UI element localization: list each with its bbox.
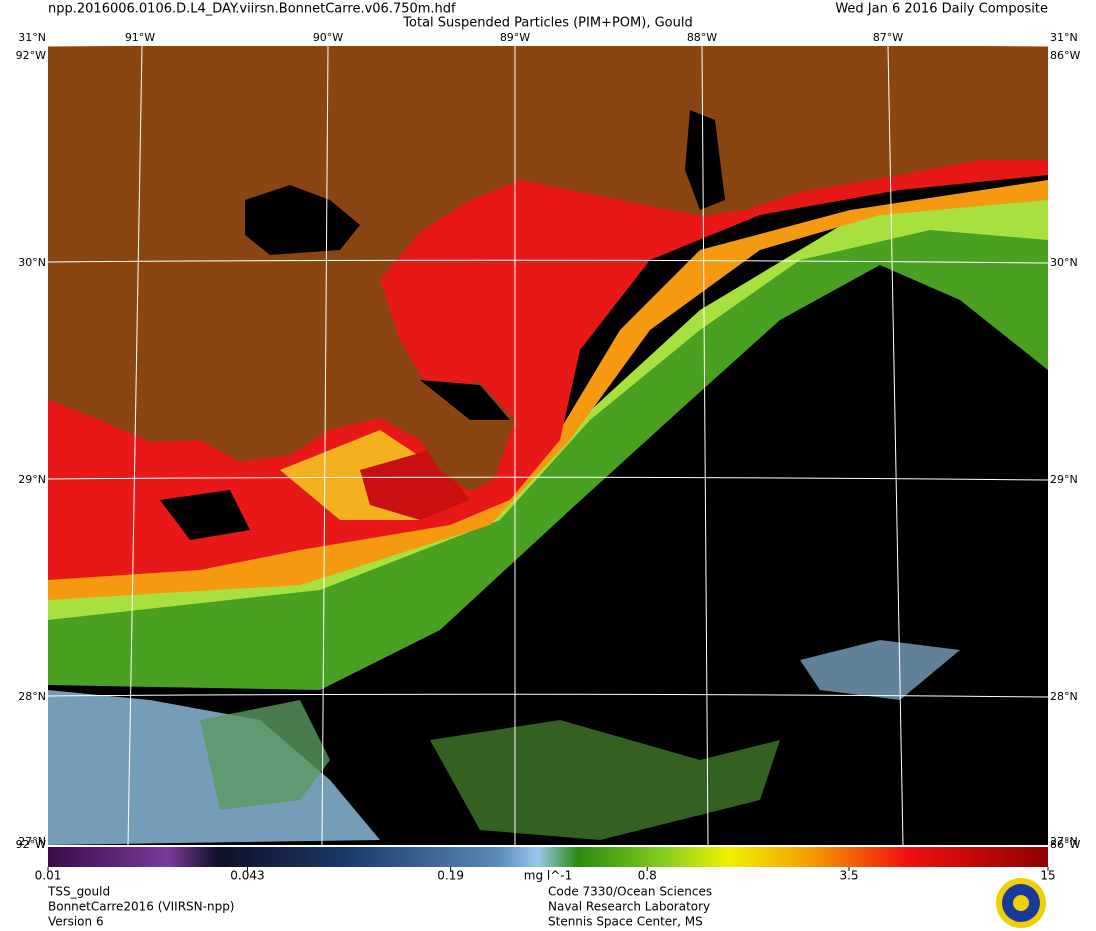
colorbar-tick-label: 0.19 — [437, 869, 464, 883]
lon-label: 92°W — [16, 838, 46, 851]
colorbar-units: mg l^-1 — [524, 869, 572, 883]
lat-label: 27°N — [18, 835, 46, 848]
green-water — [200, 700, 330, 810]
light-blue-water — [800, 640, 960, 700]
date-label: Wed Jan 6 2016 Daily Composite — [835, 2, 1048, 17]
lat-label: 30°N — [1050, 256, 1078, 269]
lat-line — [48, 46, 1048, 47]
colorbar-tick-label: 0.01 — [35, 869, 62, 883]
lat-line — [48, 259, 1048, 264]
lat-label: 28°N — [1050, 690, 1078, 703]
footer-text: Stennis Space Center, MS — [548, 915, 703, 929]
footer-text: Code 7330/Ocean Sciences — [548, 885, 712, 899]
lon-label: 88°W — [687, 31, 717, 44]
lat-label: 31°N — [1050, 31, 1078, 44]
lat-label: 29°N — [1050, 473, 1078, 486]
lon-line — [701, 46, 709, 845]
footer-text: BonnetCarre2016 (VIIRSN-npp) — [48, 900, 235, 914]
dark-water — [160, 490, 250, 540]
file-name: npp.2016006.0106.D.L4_DAY.viirsn.BonnetC… — [48, 2, 456, 17]
colorbar-tick-label: 0.043 — [230, 869, 264, 883]
map-title: Total Suspended Particles (PIM+POM), Gou… — [402, 16, 692, 31]
lon-label: 86°W — [1050, 49, 1080, 62]
lon-label: 87°W — [873, 31, 903, 44]
colorbar-ticks: 0.01 0.043 0.19 0.8 3.5 15 — [35, 867, 1056, 883]
lon-label: 91°W — [125, 31, 155, 44]
land — [48, 46, 1048, 492]
lat-label: 27°N — [1050, 835, 1078, 848]
lon-label: 90°W — [313, 31, 343, 44]
lon-line — [127, 46, 143, 845]
green-water — [430, 720, 780, 840]
green-band — [48, 185, 1048, 690]
footer-text: Version 6 — [48, 915, 104, 929]
colorbar-tick-label: 15 — [1040, 869, 1055, 883]
colorbar-tick-label: 3.5 — [839, 869, 858, 883]
lon-line — [321, 46, 329, 845]
colorbar — [48, 847, 1048, 867]
logo-emblem — [1013, 895, 1029, 911]
lon-label: 86°W — [1050, 838, 1080, 851]
logo — [996, 878, 1046, 928]
lat-label: 30°N — [18, 256, 46, 269]
lon-line — [887, 46, 904, 845]
bay — [420, 380, 510, 420]
graticule — [48, 46, 1048, 845]
lat-label: 29°N — [18, 473, 46, 486]
lat-label: 31°N — [18, 31, 46, 44]
map-labels: 31°N 31°N 30°N 30°N 29°N 29°N 28°N 28°N 27°N 27°N… — [16, 31, 1081, 851]
bay — [685, 110, 725, 210]
lat-line — [48, 476, 1048, 481]
colorbar-tick-label: 0.8 — [638, 869, 657, 883]
lon-label: 89°W — [500, 31, 530, 44]
lake — [245, 185, 360, 255]
lon-label: 92°W — [16, 49, 46, 62]
footer-text: TSS_gould — [47, 885, 110, 899]
lat-line — [48, 693, 1048, 698]
map — [48, 46, 1048, 845]
footer-text: Naval Research Laboratory — [548, 900, 710, 914]
light-green-band — [48, 185, 1048, 620]
lat-label: 28°N — [18, 690, 46, 703]
